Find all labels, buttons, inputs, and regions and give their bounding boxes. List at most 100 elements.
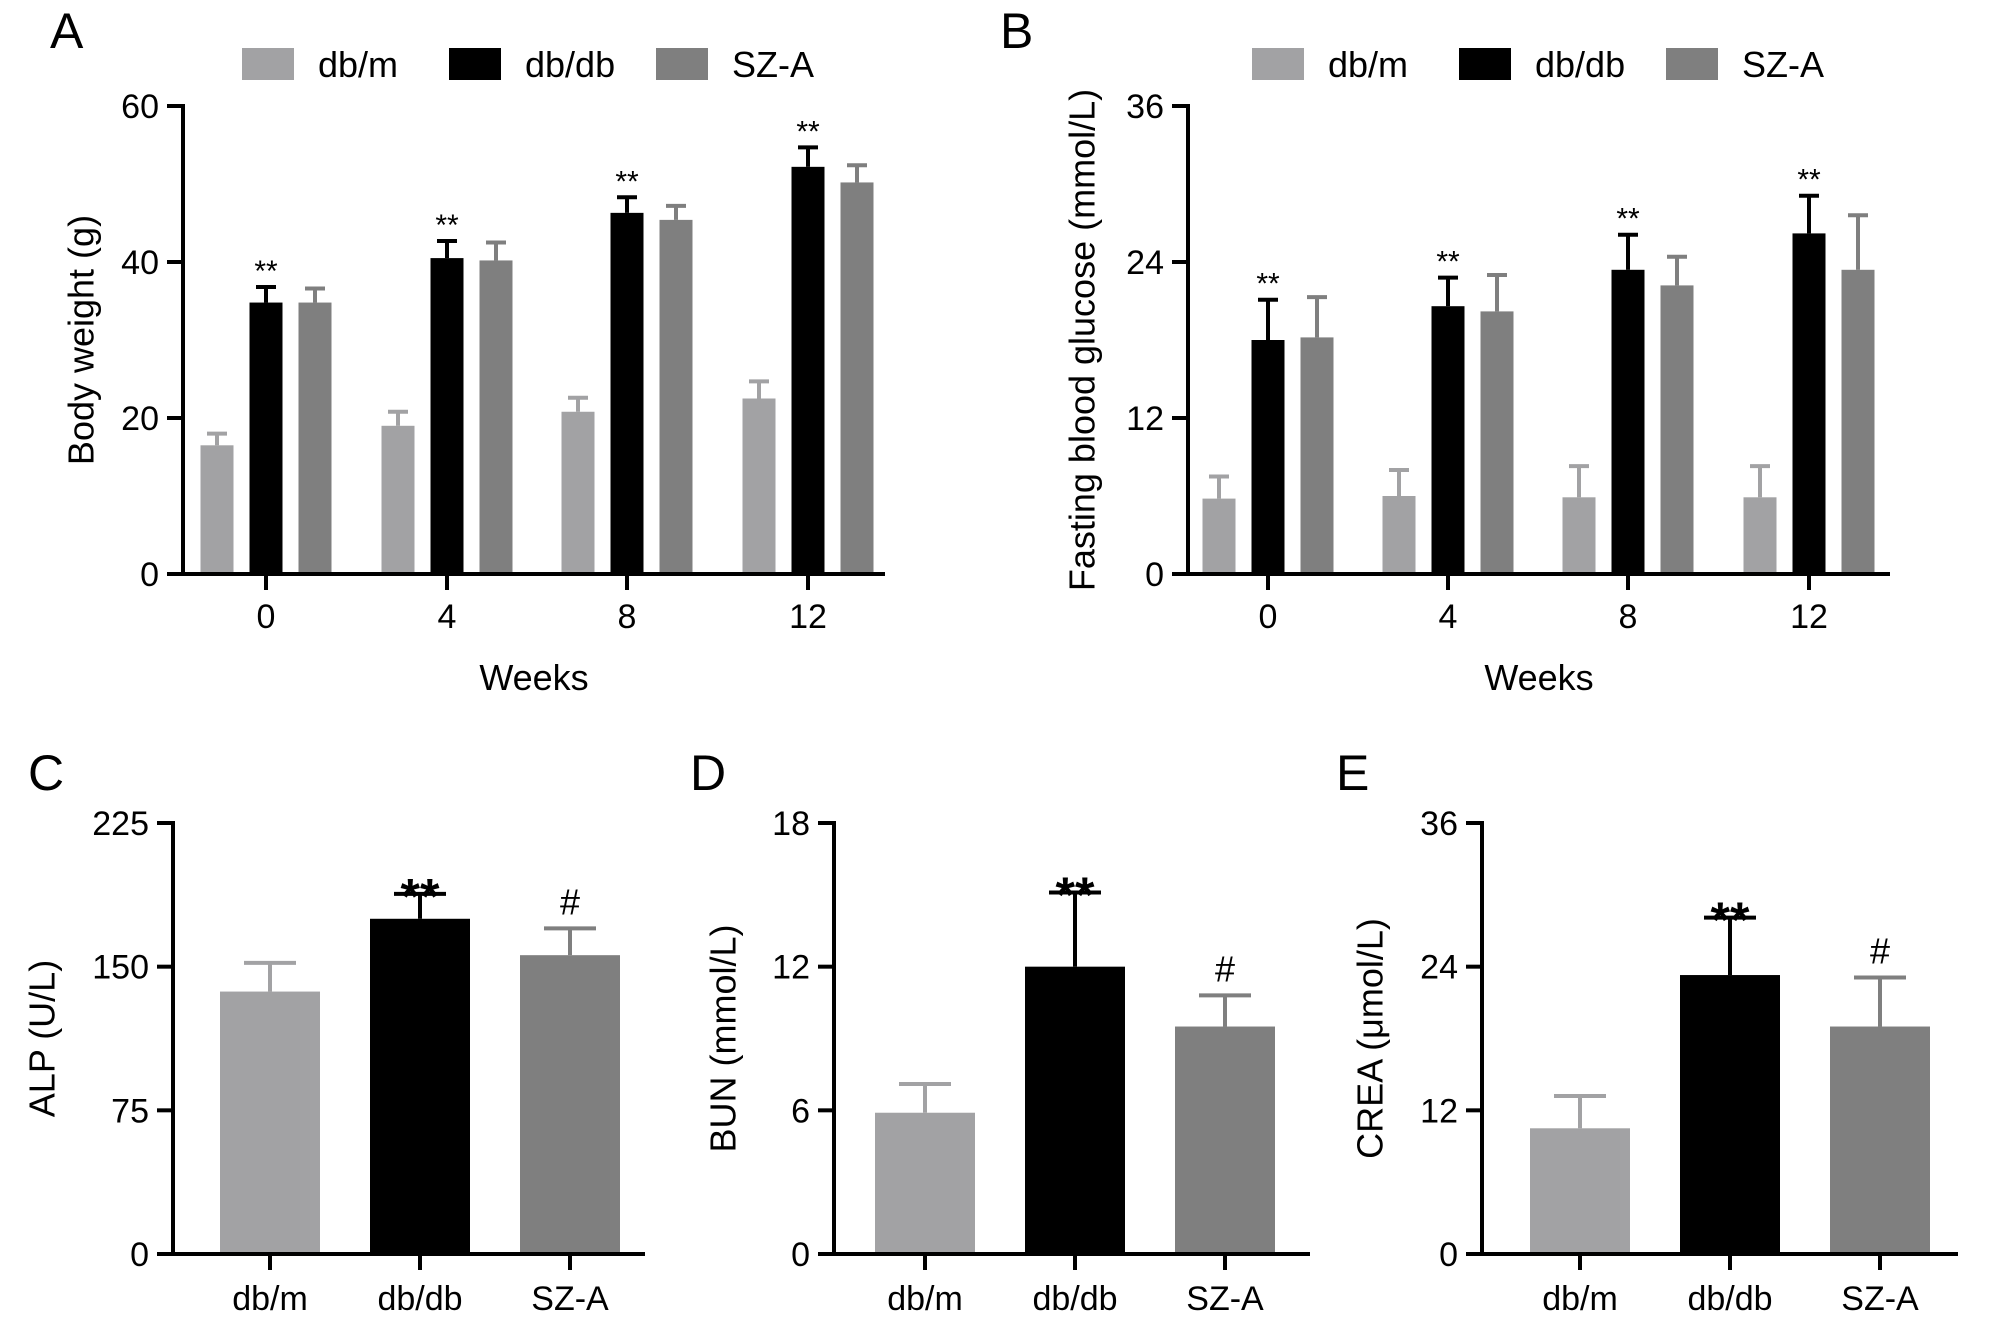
bar-sz-a bbox=[659, 219, 693, 574]
bar-sz-a bbox=[1480, 311, 1514, 574]
significance-mark: # bbox=[1870, 930, 1890, 971]
y-tick-label: 12 bbox=[772, 949, 810, 987]
y-tick-label: 150 bbox=[92, 949, 149, 987]
x-tick-label: db/m bbox=[232, 1280, 308, 1318]
bar-db-db bbox=[1431, 306, 1465, 574]
x-tick-label: 12 bbox=[789, 598, 827, 636]
x-axis-label: Weeks bbox=[1484, 657, 1593, 698]
legend-swatch bbox=[1459, 48, 1511, 80]
bar-db-m bbox=[1743, 497, 1777, 574]
x-tick-label: 4 bbox=[1439, 598, 1458, 636]
panel-d: D ** #0 6 12 18 BUN (mmol/L) db/m db/db SZ-A bbox=[690, 745, 1310, 1318]
legend-swatch bbox=[1666, 48, 1718, 80]
legend: db/m db/db SZ-A bbox=[1252, 44, 1824, 85]
y-axis-label: BUN (mmol/L) bbox=[703, 924, 744, 1152]
y-tick-label: 20 bbox=[121, 400, 159, 438]
bar-sz-a bbox=[479, 260, 513, 574]
y-axis-label: Body weight (g) bbox=[61, 215, 102, 465]
bar-sz-a bbox=[1660, 285, 1694, 574]
y-tick-label: 0 bbox=[130, 1236, 149, 1274]
y-tick-label: 36 bbox=[1420, 805, 1458, 843]
significance-mark: ** bbox=[1711, 892, 1750, 948]
significance-mark: ** bbox=[1056, 867, 1095, 923]
significance-mark: ** bbox=[1436, 246, 1460, 279]
legend-swatch bbox=[656, 48, 708, 80]
bar-sz-a bbox=[1841, 269, 1875, 574]
significance-mark: # bbox=[560, 881, 580, 922]
panel-label: D bbox=[690, 745, 726, 801]
panel-label: B bbox=[1000, 3, 1033, 59]
x-tick-label: 0 bbox=[1259, 598, 1278, 636]
x-tick-label: SZ-A bbox=[1186, 1280, 1264, 1318]
legend: db/m db/db SZ-A bbox=[242, 44, 814, 85]
panel-b: B ** ** ** ** 0 12 24 36 Fasting blood glucose (m… bbox=[1000, 3, 1890, 698]
bar-db-db bbox=[1025, 966, 1125, 1254]
legend-label: db/db bbox=[525, 44, 615, 85]
y-tick-label: 0 bbox=[791, 1236, 810, 1274]
panel-label: E bbox=[1336, 745, 1369, 801]
y-tick-label: 12 bbox=[1126, 400, 1164, 438]
y-tick-label: 75 bbox=[111, 1092, 149, 1130]
bar-db-m bbox=[1562, 497, 1596, 574]
bar-db-m bbox=[1530, 1128, 1630, 1254]
x-tick-label: db/m bbox=[1542, 1280, 1618, 1318]
bar-db-db bbox=[370, 918, 470, 1254]
y-axis-label: ALP (U/L) bbox=[22, 960, 63, 1117]
x-tick-label: 8 bbox=[618, 598, 637, 636]
significance-mark: ** bbox=[254, 255, 278, 288]
x-tick-label: 4 bbox=[438, 598, 457, 636]
bar-db-m bbox=[200, 445, 234, 574]
y-tick-label: 225 bbox=[92, 805, 149, 843]
significance-mark: ** bbox=[401, 868, 440, 924]
bar-db-db bbox=[1251, 340, 1285, 574]
y-tick-label: 12 bbox=[1420, 1092, 1458, 1130]
y-tick-label: 40 bbox=[121, 244, 159, 282]
panel-label: A bbox=[50, 3, 84, 59]
bar-db-db bbox=[610, 212, 644, 575]
legend-swatch bbox=[1252, 48, 1304, 80]
x-tick-label: db/db bbox=[1032, 1280, 1117, 1318]
x-tick-label: 8 bbox=[1619, 598, 1638, 636]
x-tick-label: 0 bbox=[257, 598, 276, 636]
significance-mark: ** bbox=[435, 209, 459, 242]
significance-mark: # bbox=[1215, 948, 1235, 989]
x-tick-label: SZ-A bbox=[1841, 1280, 1919, 1318]
bar-sz-a bbox=[298, 302, 332, 574]
x-tick-label: db/db bbox=[1687, 1280, 1772, 1318]
significance-mark: ** bbox=[615, 165, 639, 198]
x-tick-label: 12 bbox=[1790, 598, 1828, 636]
panel-c: C ** #0 75 150 225 ALP (U/L) db/m db/db SZ-A bbox=[22, 745, 645, 1318]
panel-e: E ** #0 12 24 36 CREA (μmol/L) db/m db/db SZ-A bbox=[1336, 745, 1958, 1318]
x-tick-label: SZ-A bbox=[531, 1280, 609, 1318]
panel-label: C bbox=[28, 745, 64, 801]
bar-db-m bbox=[220, 991, 320, 1254]
bar-db-db bbox=[430, 258, 464, 574]
bar-db-db bbox=[1611, 269, 1645, 574]
x-tick-label: db/db bbox=[377, 1280, 462, 1318]
y-tick-label: 24 bbox=[1126, 244, 1164, 282]
panel-a: A ** ** ** ** 0 20 40 60 Body weight (g) 0 4 8 12 Week… bbox=[50, 3, 885, 698]
y-tick-label: 0 bbox=[1145, 556, 1164, 594]
bar-db-db bbox=[1792, 233, 1826, 574]
bar-sz-a bbox=[1830, 1026, 1930, 1254]
y-tick-label: 18 bbox=[772, 805, 810, 843]
significance-mark: ** bbox=[796, 115, 820, 148]
y-axis-label: Fasting blood glucose (mmol/L) bbox=[1062, 89, 1103, 591]
significance-mark: ** bbox=[1797, 164, 1821, 197]
y-tick-label: 36 bbox=[1126, 88, 1164, 126]
significance-mark: ** bbox=[1256, 268, 1280, 301]
bar-db-m bbox=[1382, 496, 1416, 574]
bar-sz-a bbox=[1300, 337, 1334, 574]
x-axis-label: Weeks bbox=[479, 657, 588, 698]
y-tick-label: 60 bbox=[121, 88, 159, 126]
significance-mark: ** bbox=[1616, 203, 1640, 236]
y-axis-label: CREA (μmol/L) bbox=[1350, 918, 1391, 1159]
bar-db-m bbox=[742, 398, 776, 574]
bar-db-db bbox=[791, 166, 825, 574]
y-tick-label: 6 bbox=[791, 1092, 810, 1130]
bar-db-m bbox=[561, 411, 595, 574]
bar-db-m bbox=[875, 1112, 975, 1254]
bar-db-db bbox=[1680, 975, 1780, 1254]
legend-label: db/m bbox=[318, 44, 398, 85]
